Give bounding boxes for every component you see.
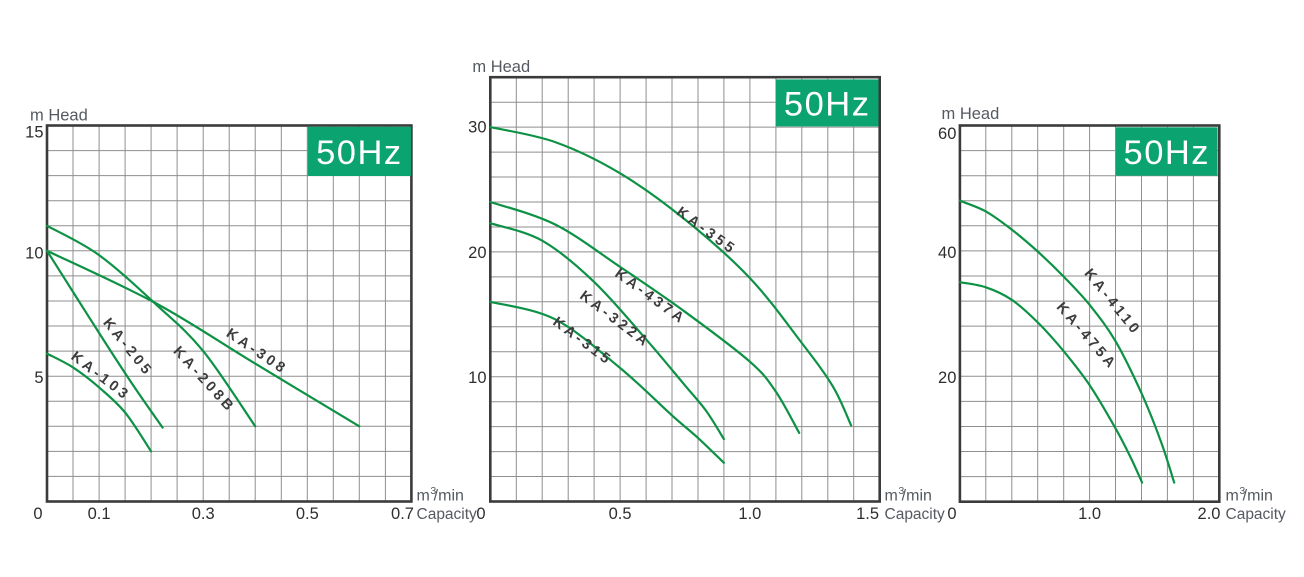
svg-text:20: 20 xyxy=(938,369,956,387)
svg-text:5: 5 xyxy=(34,369,43,387)
svg-text:60: 60 xyxy=(938,125,956,143)
svg-text:0.5: 0.5 xyxy=(609,505,632,523)
svg-text:m Head: m Head xyxy=(30,107,88,125)
svg-text:m Head: m Head xyxy=(472,58,530,76)
svg-text:10: 10 xyxy=(468,369,486,387)
svg-text:20: 20 xyxy=(468,244,486,262)
svg-text:Capacity: Capacity xyxy=(1226,506,1287,523)
svg-text:m Head: m Head xyxy=(942,105,1000,123)
svg-text:1.5: 1.5 xyxy=(856,505,879,523)
svg-text:0.3: 0.3 xyxy=(192,505,215,523)
svg-text:50Hz: 50Hz xyxy=(784,85,871,123)
svg-text:Capacity: Capacity xyxy=(885,506,946,523)
svg-text:50Hz: 50Hz xyxy=(1124,134,1211,172)
svg-text:0.1: 0.1 xyxy=(88,505,111,523)
svg-text:m3/min: m3/min xyxy=(417,485,464,505)
svg-text:Capacity: Capacity xyxy=(417,506,478,523)
svg-text:15: 15 xyxy=(25,124,43,142)
svg-text:30: 30 xyxy=(468,119,486,137)
svg-text:0.5: 0.5 xyxy=(296,505,319,523)
svg-text:50Hz: 50Hz xyxy=(316,134,403,172)
svg-text:1.0: 1.0 xyxy=(1078,505,1101,523)
svg-text:0: 0 xyxy=(33,505,42,523)
svg-text:10: 10 xyxy=(25,244,43,262)
svg-text:1.0: 1.0 xyxy=(738,505,761,523)
svg-text:0: 0 xyxy=(947,505,956,523)
svg-text:2.0: 2.0 xyxy=(1198,505,1221,523)
svg-text:40: 40 xyxy=(938,244,956,262)
svg-text:0: 0 xyxy=(476,505,485,523)
svg-text:m3/min: m3/min xyxy=(1226,485,1273,505)
svg-text:0.7: 0.7 xyxy=(391,505,414,523)
svg-text:m3/min: m3/min xyxy=(885,485,932,505)
